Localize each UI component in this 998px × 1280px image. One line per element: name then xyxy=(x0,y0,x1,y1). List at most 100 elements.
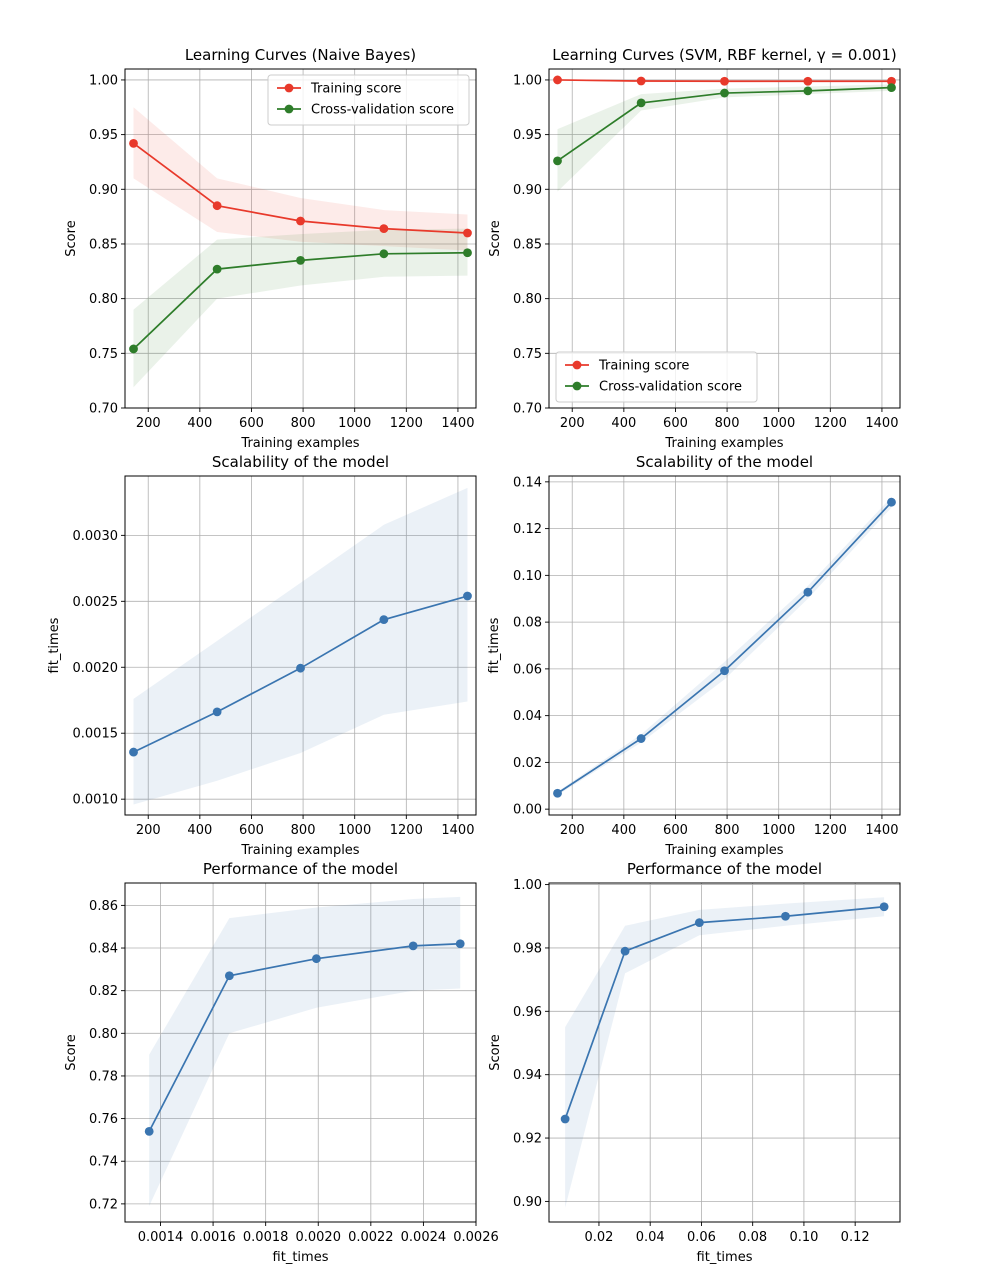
data-point xyxy=(636,76,646,86)
y-tick-label: 0.84 xyxy=(89,942,118,957)
x-tick-label: 1400 xyxy=(441,416,474,431)
y-tick-label: 0.12 xyxy=(513,522,542,537)
y-tick-label: 0.74 xyxy=(89,1155,118,1170)
y-tick-label: 0.80 xyxy=(513,292,542,307)
data-point xyxy=(379,224,389,234)
x-tick-label: 1200 xyxy=(390,823,423,838)
y-tick-label: 0.75 xyxy=(513,347,542,362)
y-tick-label: 0.92 xyxy=(513,1132,542,1147)
x-axis-label: Training examples xyxy=(664,843,783,858)
y-tick-label: 0.82 xyxy=(89,984,118,999)
data-point xyxy=(455,939,465,949)
x-tick-label: 0.0020 xyxy=(295,1230,341,1245)
x-tick-label: 1400 xyxy=(441,823,474,838)
x-tick-label: 400 xyxy=(611,823,636,838)
x-tick-label: 1000 xyxy=(338,416,371,431)
data-point xyxy=(463,248,472,258)
y-tick-label: 0.0010 xyxy=(73,793,119,808)
data-point xyxy=(620,946,630,956)
y-tick-label: 1.00 xyxy=(513,73,542,88)
y-tick-label: 0.14 xyxy=(513,475,542,490)
data-point xyxy=(879,902,889,912)
chart-title: Learning Curves (SVM, RBF kernel, γ = 0.… xyxy=(552,46,896,64)
confidence-band-0 xyxy=(133,107,468,251)
x-tick-label: 1200 xyxy=(390,416,423,431)
data-point xyxy=(129,344,138,354)
subplot-p5: 0.0014 0.0016 0.0018 0.0020 0.0022 0.0024 0.00… xyxy=(64,860,499,1265)
axes-frame xyxy=(124,68,477,409)
y-tick-label: 1.00 xyxy=(513,878,542,893)
legend-entry-1: Cross-validation score xyxy=(311,103,454,118)
x-axis-label: fit_times xyxy=(273,1250,329,1265)
chart-title: Performance of the model xyxy=(203,860,398,878)
x-tick-label: 200 xyxy=(560,416,585,431)
x-tick-label: 0.08 xyxy=(738,1230,767,1245)
y-axis-label: fit_times xyxy=(47,617,62,673)
x-axis-label: Training examples xyxy=(240,843,359,858)
data-point xyxy=(887,83,896,92)
x-axis-label: Training examples xyxy=(240,436,359,451)
subplot-p6: 0.02 0.04 0.06 0.08 0.10 0.12 0.90 0.92 0.94 0.96… xyxy=(488,860,901,1265)
data-point xyxy=(129,138,138,148)
x-tick-label: 0.0024 xyxy=(401,1230,447,1245)
data-point xyxy=(560,1114,570,1124)
data-point xyxy=(312,954,321,964)
data-point xyxy=(720,88,729,98)
x-tick-label: 1400 xyxy=(865,416,898,431)
chart-title: Scalability of the model xyxy=(636,453,813,471)
legend-marker-0 xyxy=(284,83,294,93)
x-tick-label: 0.0016 xyxy=(190,1230,236,1245)
y-tick-label: 0.98 xyxy=(513,941,542,956)
data-point xyxy=(408,941,418,951)
legend-entry-0: Training score xyxy=(310,82,401,97)
legend-marker-1 xyxy=(284,104,294,114)
data-point xyxy=(720,76,729,86)
y-tick-label: 0.86 xyxy=(89,899,118,914)
x-tick-label: 600 xyxy=(239,823,264,838)
subplot-p4: 200 400 600 800 1000 1200 1400 0.00 0.02 0.04 0.06… xyxy=(487,453,901,858)
x-tick-label: 600 xyxy=(663,823,688,838)
x-tick-label: 800 xyxy=(715,416,740,431)
x-tick-label: 0.02 xyxy=(584,1230,613,1245)
y-tick-label: 0.0020 xyxy=(73,661,119,676)
data-point xyxy=(803,587,813,597)
data-point xyxy=(296,663,305,673)
x-tick-label: 0.0022 xyxy=(348,1230,394,1245)
x-tick-label: 1200 xyxy=(814,823,847,838)
x-tick-label: 0.04 xyxy=(636,1230,665,1245)
data-point xyxy=(296,216,305,226)
x-tick-label: 1000 xyxy=(762,416,795,431)
y-axis-label: Score xyxy=(64,220,79,256)
data-point xyxy=(212,201,222,211)
y-tick-label: 0.85 xyxy=(89,237,118,252)
x-tick-label: 400 xyxy=(611,416,636,431)
x-axis-label: Training examples xyxy=(664,436,783,451)
axes-frame xyxy=(548,882,901,1223)
subplot-p2: 200 400 600 800 1000 1200 1400 0.70 0.75 0.80 0.85… xyxy=(488,46,901,451)
y-axis-label: Score xyxy=(488,1034,503,1070)
legend-box xyxy=(555,351,758,403)
y-tick-label: 0.96 xyxy=(513,1005,542,1020)
x-tick-label: 0.12 xyxy=(841,1230,870,1245)
axes-frame xyxy=(548,68,901,409)
x-tick-label: 1400 xyxy=(865,823,898,838)
y-tick-label: 0.70 xyxy=(89,402,118,417)
axes-background xyxy=(549,883,900,1222)
x-tick-label: 600 xyxy=(663,416,688,431)
data-point xyxy=(636,98,646,108)
axes-background xyxy=(125,883,476,1222)
data-point xyxy=(720,666,729,676)
subplot-p3: 200 400 600 800 1000 1200 1400 0.0010 0.0015 0.00… xyxy=(47,453,477,858)
y-tick-label: 0.02 xyxy=(513,756,542,771)
y-axis-label: Score xyxy=(488,220,503,256)
data-point xyxy=(553,75,562,85)
y-tick-label: 0.94 xyxy=(513,1068,542,1083)
data-point xyxy=(781,911,790,921)
data-point xyxy=(803,86,813,96)
data-point xyxy=(887,497,896,507)
x-tick-label: 600 xyxy=(239,416,264,431)
data-point xyxy=(553,156,562,166)
x-tick-label: 0.0026 xyxy=(453,1230,499,1245)
legend: Training score Cross-validation score xyxy=(267,74,470,126)
